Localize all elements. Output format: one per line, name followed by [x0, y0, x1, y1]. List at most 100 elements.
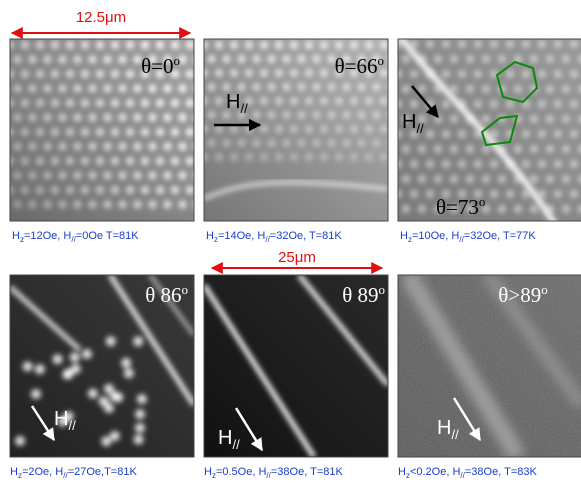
vortex: [490, 160, 498, 168]
vortex: [104, 384, 114, 394]
field-symbol: H: [226, 91, 240, 113]
vortex: [418, 145, 426, 153]
vortex: [193, 113, 201, 121]
vortex: [506, 70, 514, 78]
vortex: [283, 111, 291, 119]
vortex: [21, 128, 29, 136]
vortex: [570, 100, 578, 108]
vortex: [141, 41, 149, 49]
vortex: [434, 55, 442, 63]
vortex: [171, 157, 179, 165]
scale-label: 12.5μm: [76, 9, 126, 26]
vortex: [73, 171, 81, 179]
vortex: [490, 190, 498, 198]
vortex: [402, 205, 410, 213]
vortex: [178, 84, 186, 92]
vortex: [73, 200, 81, 208]
vortex: [482, 145, 490, 153]
vortex: [103, 113, 111, 121]
vortex: [298, 111, 306, 119]
vortex: [66, 157, 74, 165]
angle-degree: o: [541, 282, 548, 297]
vortex: [28, 171, 36, 179]
vortex: [133, 336, 143, 346]
vortex: [43, 113, 51, 121]
vortex: [546, 85, 554, 93]
vortex: [426, 190, 434, 198]
vortex: [96, 41, 104, 49]
vortex: [156, 157, 164, 165]
vortex: [21, 70, 29, 78]
vortex: [554, 190, 562, 198]
vortex: [426, 130, 434, 138]
vortex: [320, 97, 328, 105]
vortex: [450, 175, 458, 183]
angle-label: θ=73o: [436, 194, 485, 219]
vortex: [171, 41, 179, 49]
vortex: [260, 41, 268, 49]
vortex: [148, 171, 156, 179]
vortex: [133, 142, 141, 150]
vortex: [343, 83, 351, 91]
vortex: [335, 153, 343, 161]
field-symbol: H: [218, 427, 232, 449]
angle-text: θ=73: [436, 195, 479, 219]
vortex: [111, 99, 119, 107]
vortex: [51, 157, 59, 165]
vortex: [15, 436, 25, 446]
vortex: [450, 145, 458, 153]
vortex: [530, 55, 538, 63]
caption-text: =14Oe, H: [218, 230, 265, 242]
vortex: [562, 55, 570, 63]
vortex: [482, 115, 490, 123]
vortex: [137, 394, 147, 404]
vortex: [148, 113, 156, 121]
vortex: [546, 55, 554, 63]
vortex: [118, 84, 126, 92]
vortex: [490, 100, 498, 108]
vortex: [31, 389, 41, 399]
vortex: [215, 69, 223, 77]
image-panel: θ=66oH//Hz=14Oe, H//=32Oe, T=81K: [200, 39, 396, 244]
vortex: [320, 69, 328, 77]
vortex: [110, 431, 120, 441]
vortex: [135, 423, 145, 433]
vortex: [133, 84, 141, 92]
vortex: [111, 157, 119, 165]
vortex: [562, 115, 570, 123]
vortex: [554, 70, 562, 78]
vortex: [570, 40, 578, 48]
vortex: [402, 55, 410, 63]
vortex: [402, 175, 410, 183]
vortex: [522, 130, 530, 138]
vortex: [156, 186, 164, 194]
vortex: [124, 368, 134, 378]
vortex: [514, 85, 522, 93]
vortex: [163, 84, 171, 92]
vortex: [538, 100, 546, 108]
vortex: [103, 171, 111, 179]
vortex: [290, 125, 298, 133]
vortex: [245, 69, 253, 77]
vortex: [208, 111, 216, 119]
vortex: [458, 130, 466, 138]
vortex: [418, 205, 426, 213]
scale-label: 25μm: [278, 249, 316, 266]
vortex: [522, 160, 530, 168]
vortex: [335, 41, 343, 49]
vortex: [81, 186, 89, 194]
vortex: [35, 364, 45, 374]
vortex: [320, 153, 328, 161]
field-subscript: //: [416, 121, 424, 136]
vortex: [350, 153, 358, 161]
vortex: [418, 175, 426, 183]
vortex: [482, 55, 490, 63]
vortex: [442, 130, 450, 138]
image-panel: θ=73oH//Hz=10Oe, H//=32Oe, T=77K: [394, 34, 581, 244]
vortex: [530, 145, 538, 153]
vortex: [410, 70, 418, 78]
vortex: [450, 115, 458, 123]
vortex: [530, 115, 538, 123]
vortex: [193, 200, 201, 208]
vortex: [126, 99, 134, 107]
